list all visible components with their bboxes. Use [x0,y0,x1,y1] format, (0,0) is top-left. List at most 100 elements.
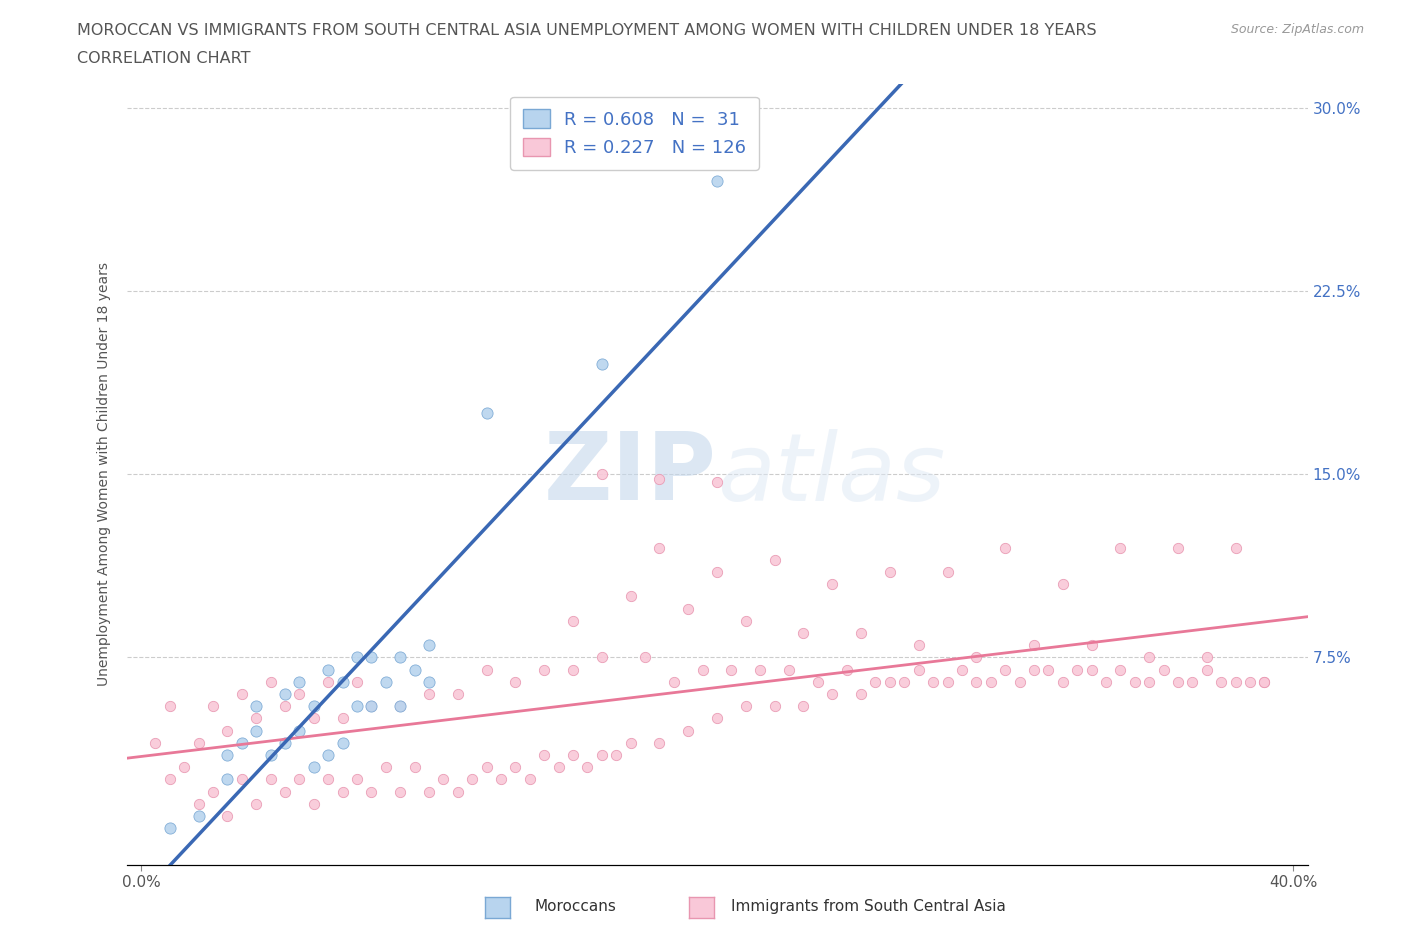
Point [316,662,339,677]
Point [734,698,756,713]
Point [505,760,527,775]
Point [288,674,311,689]
Point [1153,662,1175,677]
Point [591,748,613,763]
Point [519,772,541,787]
Point [821,577,844,591]
Point [489,772,512,787]
Point [1137,674,1160,689]
Point [274,698,297,713]
Point [620,589,643,604]
Point [187,736,209,751]
Point [763,552,786,567]
Point [1008,674,1031,689]
Point [288,686,311,701]
Point [187,809,209,824]
Point [259,748,281,763]
Point [778,662,800,677]
Point [936,674,959,689]
Point [807,674,830,689]
Point [994,662,1017,677]
Point [835,662,858,677]
Point [389,698,412,713]
Point [418,638,440,653]
Point [1095,674,1118,689]
Point [922,674,945,689]
Point [720,662,742,677]
Text: Immigrants from South Central Asia: Immigrants from South Central Asia [731,899,1007,914]
Point [1038,662,1060,677]
Point [374,674,396,689]
Point [475,662,498,677]
Legend: R = 0.608   N =  31, R = 0.227   N = 126: R = 0.608 N = 31, R = 0.227 N = 126 [510,97,759,169]
Point [1253,674,1275,689]
Point [678,601,700,616]
Point [505,674,527,689]
Point [620,736,643,751]
Point [879,565,901,579]
Point [692,662,714,677]
Point [217,724,239,738]
Point [1080,662,1102,677]
Point [648,540,671,555]
Point [1109,540,1132,555]
Point [389,784,412,799]
Y-axis label: Unemployment Among Women with Children Under 18 years: Unemployment Among Women with Children U… [97,262,111,686]
Point [994,540,1017,555]
Point [302,711,325,725]
Point [533,748,555,763]
Point [346,674,368,689]
Point [749,662,772,677]
Point [389,650,412,665]
Point [360,698,382,713]
Point [274,686,297,701]
Point [288,724,311,738]
Point [648,736,671,751]
Point [576,760,599,775]
Point [849,686,872,701]
Point [533,662,555,677]
Point [461,772,484,787]
Point [678,724,700,738]
Point [879,674,901,689]
Point [217,772,239,787]
Point [936,565,959,579]
Point [562,662,585,677]
Point [360,650,382,665]
Point [1109,662,1132,677]
Point [316,674,339,689]
Point [159,772,181,787]
Point [432,772,454,787]
Point [374,760,396,775]
Point [1137,650,1160,665]
Point [706,711,728,725]
Point [1167,540,1189,555]
Point [634,650,657,665]
Point [907,662,929,677]
Point [418,686,440,701]
Point [605,748,627,763]
Point [1195,650,1218,665]
Point [346,772,368,787]
Point [187,796,209,811]
Point [849,626,872,641]
Point [259,772,281,787]
Point [404,760,426,775]
Point [332,784,354,799]
Point [1022,662,1045,677]
Point [404,662,426,677]
Point [1225,540,1247,555]
Point [591,650,613,665]
Point [980,674,1002,689]
Text: Source: ZipAtlas.com: Source: ZipAtlas.com [1230,23,1364,36]
Point [302,760,325,775]
Point [648,472,671,486]
Point [1167,674,1189,689]
Point [316,748,339,763]
Point [907,638,929,653]
Point [821,686,844,701]
Point [893,674,915,689]
Point [418,674,440,689]
Point [316,772,339,787]
Point [288,772,311,787]
